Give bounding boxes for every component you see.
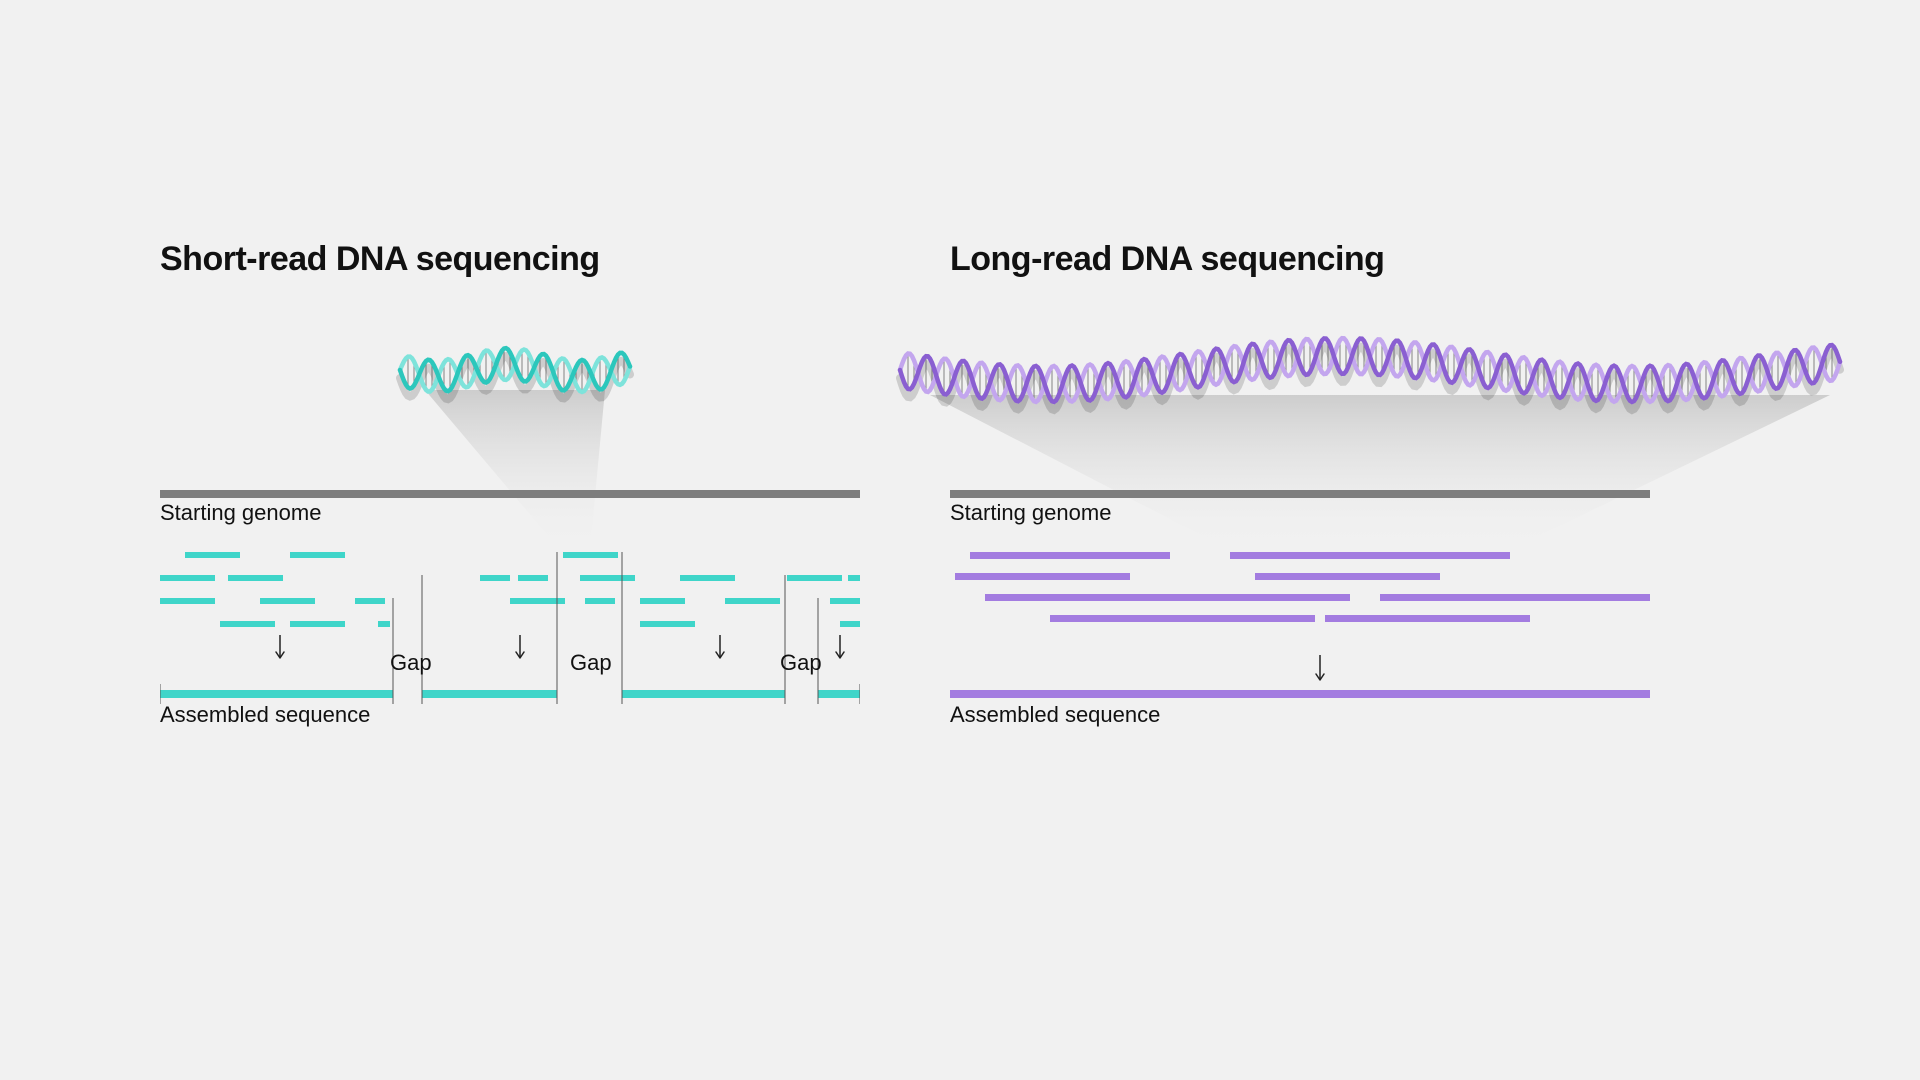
short-read-svg: Starting genome Gap Gap Gap Assembled sequen… [160, 240, 860, 800]
gap-label: Gap [570, 650, 612, 675]
starting-genome-label: Starting genome [160, 500, 321, 525]
gap-label: Gap [780, 650, 822, 675]
assembled-sequence-label: Assembled sequence [950, 702, 1160, 727]
long-read-svg: Starting genome Assembled sequence [950, 240, 1780, 800]
starting-genome-label: Starting genome [950, 500, 1111, 525]
assembled-sequence-label: Assembled sequence [160, 702, 370, 727]
gap-label: Gap [390, 650, 432, 675]
diagram-stage: Short-read DNA sequencing Starting genom… [0, 0, 1920, 1080]
